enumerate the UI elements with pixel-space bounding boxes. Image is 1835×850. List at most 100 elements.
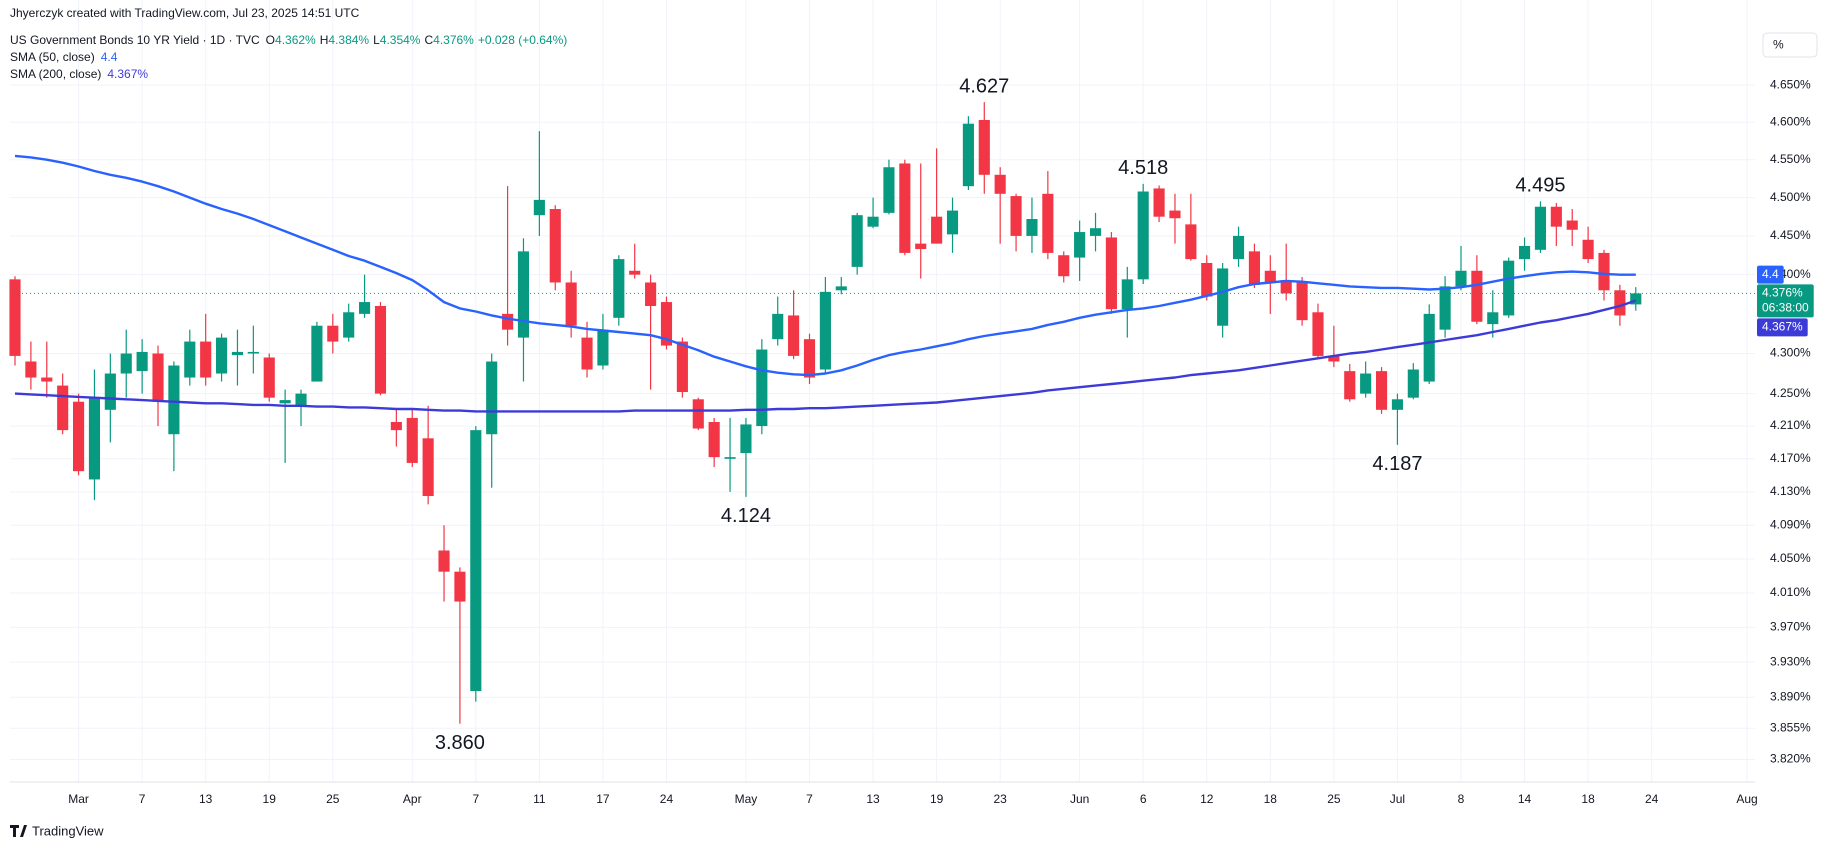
annotation: 4.518 bbox=[1118, 157, 1168, 179]
indicator-name: SMA (200, close) bbox=[10, 67, 101, 81]
x-tick-label: 25 bbox=[326, 792, 340, 806]
x-tick-label: 13 bbox=[866, 792, 880, 806]
candle-body bbox=[502, 313, 514, 330]
candle-body bbox=[915, 243, 927, 250]
candle-body bbox=[788, 315, 800, 356]
y-tick-label: 4.500% bbox=[1770, 190, 1811, 204]
symbol-legend: US Government Bonds 10 YR Yield · 1D · T… bbox=[10, 33, 567, 47]
candle-body bbox=[1471, 270, 1483, 322]
candle-body bbox=[1296, 282, 1308, 321]
indicator-lines bbox=[10, 154, 1755, 413]
candle-body bbox=[374, 305, 387, 394]
candle-body bbox=[565, 282, 577, 326]
candle-body bbox=[1153, 188, 1165, 217]
change-value: +0.028 (+0.64%) bbox=[478, 33, 567, 47]
candle-body bbox=[1201, 262, 1213, 297]
y-tick-label: 4.450% bbox=[1770, 228, 1811, 242]
credit: Jhyerczyk created with TradingView.com, … bbox=[10, 6, 360, 20]
indicator-name: SMA (50, close) bbox=[10, 50, 95, 64]
x-tick-label: Mar bbox=[68, 792, 89, 806]
candle-body bbox=[1248, 251, 1260, 285]
sma-line bbox=[14, 154, 1636, 377]
y-tick-label: 4.300% bbox=[1770, 346, 1811, 360]
y-tick-label: 3.930% bbox=[1770, 654, 1811, 668]
x-tick-label: 13 bbox=[199, 792, 213, 806]
candles bbox=[9, 102, 1642, 724]
candle-body bbox=[1375, 371, 1388, 410]
candle-body bbox=[946, 210, 959, 235]
candle-body bbox=[136, 351, 148, 372]
unit-button-label[interactable]: % bbox=[1773, 38, 1784, 52]
candle-body bbox=[1344, 371, 1356, 400]
y-tick-label: 4.170% bbox=[1770, 451, 1811, 465]
candle-body bbox=[962, 123, 974, 187]
candle-body bbox=[41, 377, 53, 382]
candle-body bbox=[1360, 373, 1372, 394]
unit-button-box[interactable] bbox=[1762, 32, 1818, 58]
y-tick-label: 4.550% bbox=[1770, 152, 1811, 166]
y-tick-label: 4.050% bbox=[1770, 551, 1811, 565]
candle-body bbox=[279, 400, 291, 404]
unit-button[interactable]: % bbox=[1762, 32, 1818, 58]
y-tick-label: 4.010% bbox=[1770, 585, 1811, 599]
candle-body bbox=[724, 457, 736, 459]
x-tick-label: May bbox=[735, 792, 758, 806]
x-tick-label: 8 bbox=[1458, 792, 1465, 806]
annotation: 4.187 bbox=[1372, 453, 1422, 475]
y-tick-label: 3.890% bbox=[1770, 689, 1811, 703]
candle-body bbox=[1614, 290, 1626, 316]
candle-body bbox=[581, 337, 593, 370]
candle-body bbox=[803, 339, 816, 378]
candle-body bbox=[120, 353, 132, 374]
ohlc-key: H bbox=[320, 33, 329, 47]
candle-body bbox=[1423, 313, 1435, 382]
candle-body bbox=[327, 325, 339, 342]
candle-body bbox=[517, 251, 530, 338]
candle-body bbox=[25, 361, 37, 378]
candle-body bbox=[1264, 270, 1276, 283]
annotation: 4.124 bbox=[721, 505, 771, 527]
candle-body bbox=[1058, 255, 1070, 277]
candle-body bbox=[1391, 399, 1403, 410]
candle-body bbox=[756, 349, 768, 427]
y-tick-label: 3.855% bbox=[1770, 720, 1811, 734]
candle-body bbox=[1026, 218, 1038, 236]
candle-body bbox=[931, 216, 943, 244]
candle-body bbox=[1169, 210, 1181, 219]
candle-body bbox=[1630, 293, 1642, 305]
ohlc-key: C bbox=[424, 33, 433, 47]
y-tick-label: 3.820% bbox=[1770, 752, 1811, 766]
labels: 4.650%4.600%4.550%4.500%4.450%4.400%4.30… bbox=[68, 75, 1814, 806]
candle-body bbox=[263, 357, 275, 398]
candle-body bbox=[994, 174, 1006, 194]
x-tick-label: 25 bbox=[1327, 792, 1341, 806]
logo-icon bbox=[10, 825, 27, 837]
candle-body bbox=[295, 393, 307, 406]
y-tick-label: 4.250% bbox=[1770, 386, 1811, 400]
candle-body bbox=[72, 401, 85, 472]
candle-body bbox=[1137, 191, 1149, 280]
x-tick-label: 19 bbox=[930, 792, 944, 806]
candle-body bbox=[1105, 237, 1117, 310]
candle-body bbox=[1455, 270, 1467, 287]
x-tick-label: 24 bbox=[660, 792, 674, 806]
candle-body bbox=[422, 438, 434, 497]
y-tick-label: 4.600% bbox=[1770, 114, 1811, 128]
symbol-title: US Government Bonds 10 YR Yield · 1D · T… bbox=[10, 33, 260, 47]
candle-body bbox=[216, 337, 228, 374]
candle-body bbox=[1185, 224, 1197, 260]
legend-header: Jhyerczyk created with TradingView.com, … bbox=[10, 6, 567, 81]
x-tick-label: 11 bbox=[533, 792, 546, 806]
indicator-value: 4.367% bbox=[107, 67, 148, 81]
sma50-price-box bbox=[1757, 265, 1784, 284]
candle-body bbox=[104, 373, 116, 410]
candle-body bbox=[819, 291, 831, 370]
candle-body bbox=[1439, 286, 1451, 330]
candle-body bbox=[645, 282, 657, 306]
candle-body bbox=[247, 351, 259, 354]
candle-body bbox=[406, 417, 418, 463]
x-tick-label: Jul bbox=[1390, 792, 1405, 806]
candle-body bbox=[1550, 206, 1562, 227]
